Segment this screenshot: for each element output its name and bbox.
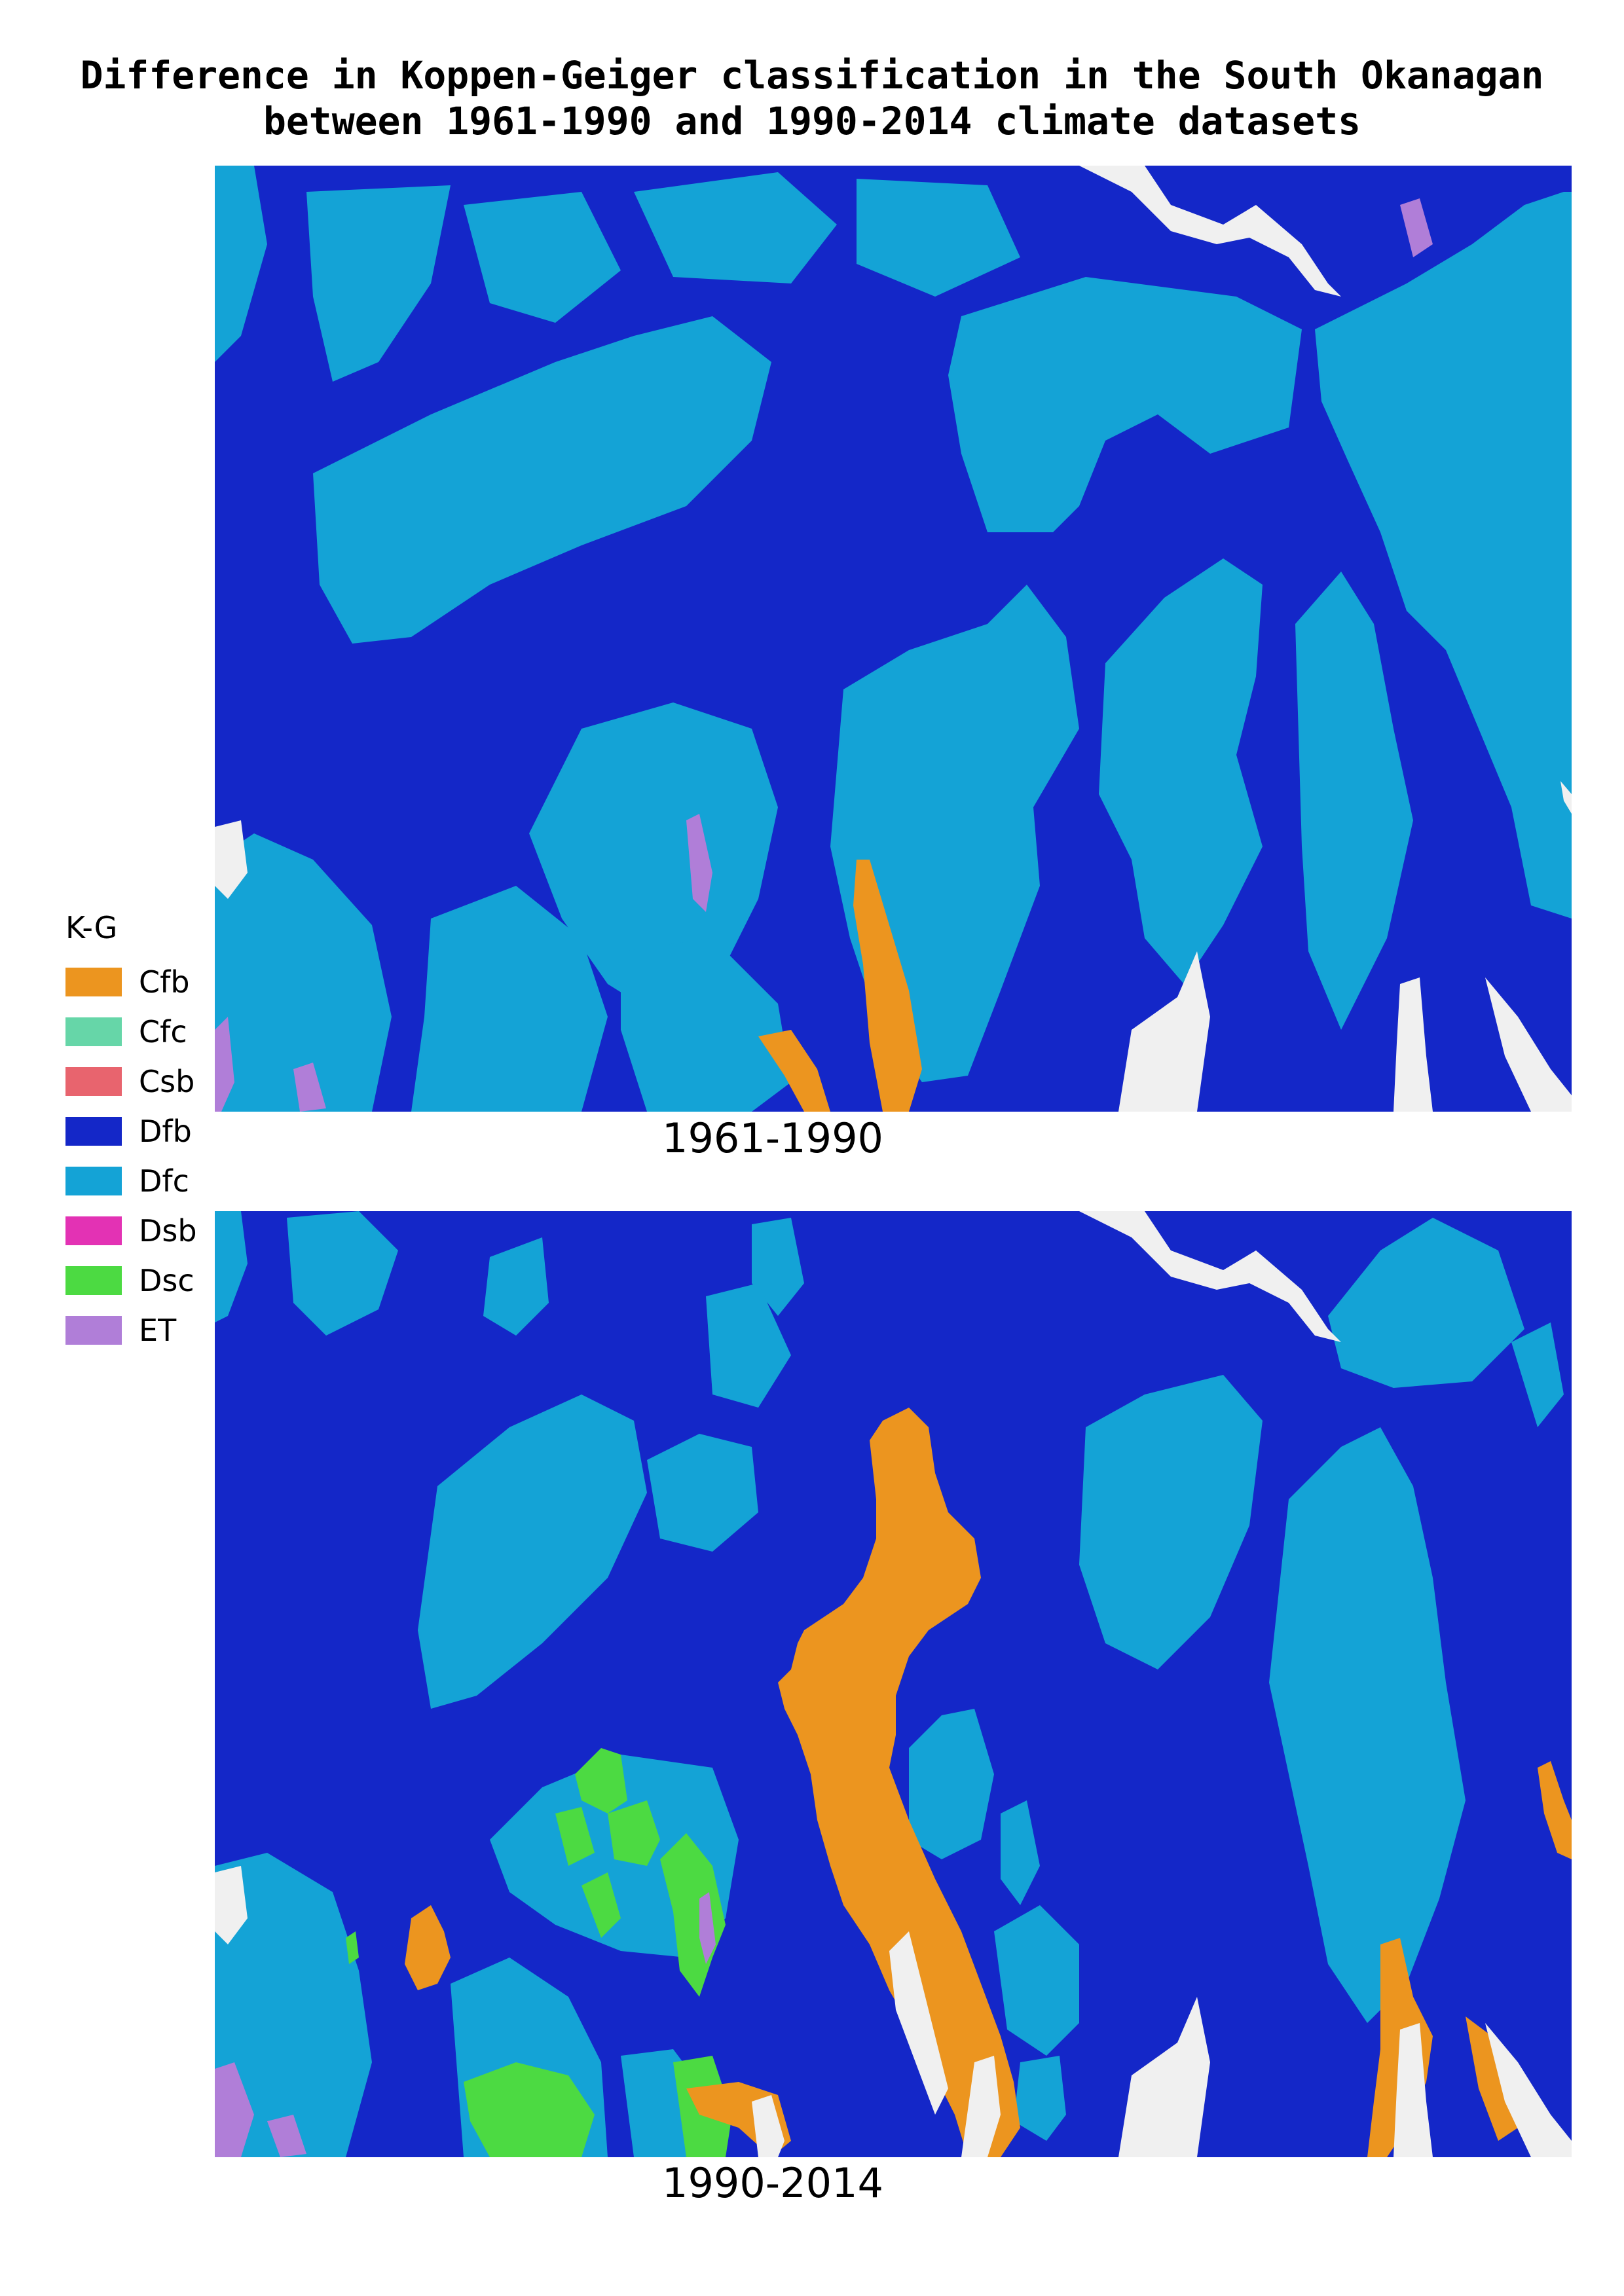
- legend-label-dfb: Dfb: [139, 1114, 192, 1149]
- legend-swatch-cfc: [65, 1017, 122, 1046]
- legend-item-csb: Csb: [65, 1057, 197, 1106]
- legend: K-G Cfb Cfc Csb Dfb Dfc Dsb Dsc ET: [65, 910, 197, 1355]
- legend-item-dsc: Dsc: [65, 1256, 197, 1305]
- legend-item-et: ET: [65, 1305, 197, 1355]
- legend-item-dfb: Dfb: [65, 1106, 197, 1156]
- dfc-regions: [215, 1211, 1564, 2157]
- dsc-regions: [346, 1748, 732, 2157]
- water-bodies: [215, 1211, 1572, 2157]
- panel-label-1961-1990: 1961-1990: [662, 1114, 883, 1162]
- legend-label-dsb: Dsb: [139, 1213, 197, 1248]
- legend-swatch-dsb: [65, 1216, 122, 1245]
- panel-label-1990-2014: 1990-2014: [662, 2159, 883, 2207]
- legend-label-cfb: Cfb: [139, 964, 190, 1000]
- map-title-line-2: between 1961-1990 and 1990-2014 climate …: [263, 99, 1361, 143]
- legend-swatch-dsc: [65, 1266, 122, 1295]
- legend-item-cfc: Cfc: [65, 1007, 197, 1057]
- legend-label-csb: Csb: [139, 1064, 195, 1099]
- legend-item-dfc: Dfc: [65, 1156, 197, 1206]
- legend-swatch-dfc: [65, 1167, 122, 1195]
- map-1990-2014: [215, 1211, 1572, 2157]
- legend-label-et: ET: [139, 1313, 177, 1348]
- map-1961-1990: [215, 166, 1572, 1112]
- map-panel-1961-1990: [215, 166, 1572, 1112]
- et-regions: [215, 198, 1433, 1112]
- legend-swatch-dfb: [65, 1117, 122, 1146]
- et-regions: [215, 1892, 716, 2157]
- legend-swatch-csb: [65, 1067, 122, 1096]
- legend-label-cfc: Cfc: [139, 1014, 187, 1049]
- legend-swatch-cfb: [65, 968, 122, 996]
- legend-title: K-G: [65, 910, 118, 945]
- legend-label-dfc: Dfc: [139, 1163, 189, 1199]
- legend-swatch-et: [65, 1316, 122, 1345]
- map-panel-1990-2014: [215, 1211, 1572, 2157]
- legend-items: Cfb Cfc Csb Dfb Dfc Dsb Dsc ET: [65, 957, 197, 1355]
- water-bodies: [215, 166, 1572, 1112]
- legend-item-cfb: Cfb: [65, 957, 197, 1007]
- legend-item-dsb: Dsb: [65, 1206, 197, 1256]
- cfb-regions: [758, 860, 922, 1112]
- map-title-line-1: Difference in Koppen-Geiger classificati…: [80, 53, 1544, 98]
- dfc-regions: [215, 166, 1572, 1112]
- legend-label-dsc: Dsc: [139, 1263, 194, 1298]
